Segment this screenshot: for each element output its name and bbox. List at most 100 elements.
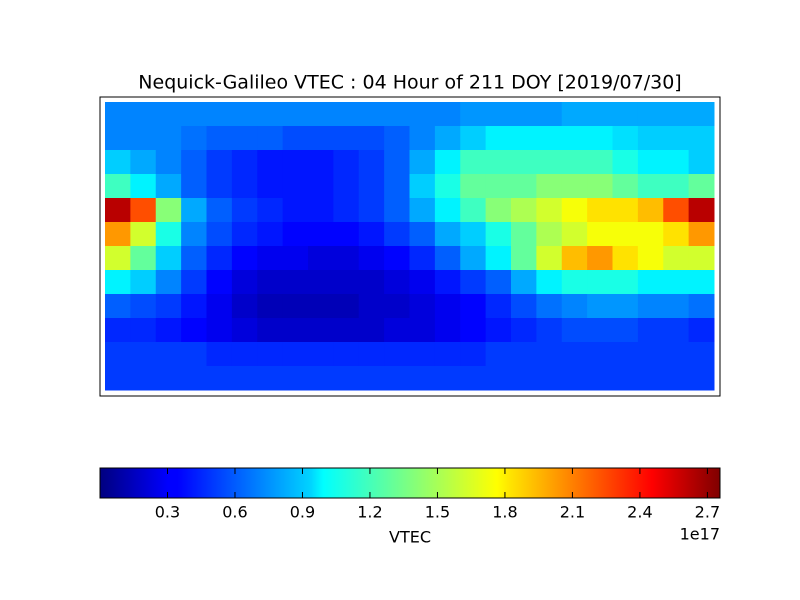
heatmap-cell (460, 318, 487, 343)
heatmap-cell (637, 102, 664, 127)
heatmap-cell (231, 150, 258, 175)
heatmap-cell (409, 222, 436, 247)
heatmap-cell (434, 318, 461, 343)
heatmap-cell (358, 102, 385, 127)
heatmap-cell (485, 150, 512, 175)
heatmap-cell (231, 222, 258, 247)
heatmap-cell (155, 198, 182, 223)
heatmap-cell (536, 366, 563, 391)
heatmap-cell (460, 150, 487, 175)
heatmap-cell (536, 246, 563, 271)
heatmap-cell (333, 222, 360, 247)
heatmap-cell (358, 366, 385, 391)
heatmap-cell (612, 174, 639, 199)
heatmap-cell (333, 198, 360, 223)
heatmap-cell (637, 150, 664, 175)
heatmap-cell (688, 342, 715, 367)
heatmap-cell (308, 222, 334, 247)
heatmap-cell (206, 342, 233, 367)
heatmap-cell (282, 318, 309, 343)
heatmap-cell (409, 318, 436, 343)
heatmap-cell (308, 246, 334, 271)
heatmap-cell (587, 270, 613, 295)
heatmap-cell (130, 102, 157, 127)
heatmap-cell (688, 246, 715, 271)
heatmap-cell (663, 150, 690, 175)
heatmap-cell (130, 246, 157, 271)
heatmap-cell (511, 246, 537, 271)
heatmap-cell (130, 198, 157, 223)
heatmap-cell (181, 150, 207, 175)
heatmap-cell (485, 294, 512, 319)
heatmap-cell (384, 102, 410, 127)
heatmap-cell (206, 126, 233, 151)
heatmap-cell (688, 222, 715, 247)
heatmap-cell (485, 198, 512, 223)
heatmap-cell (130, 222, 157, 247)
colorbar-label: VTEC (389, 528, 431, 547)
heatmap-cell (485, 270, 512, 295)
heatmap-cell (155, 222, 182, 247)
heatmap-cell (511, 198, 537, 223)
heatmap-cell (333, 366, 360, 391)
heatmap-cell (511, 342, 537, 367)
heatmap-cell (206, 366, 233, 391)
heatmap-cell (308, 174, 334, 199)
heatmap-cell (460, 246, 487, 271)
heatmap-cell (181, 294, 207, 319)
heatmap-cell (587, 294, 613, 319)
heatmap-cell (460, 270, 487, 295)
heatmap-cell (434, 150, 461, 175)
heatmap-cell (460, 366, 487, 391)
heatmap-cell (308, 198, 334, 223)
heatmap-cell (308, 270, 334, 295)
heatmap-cell (637, 198, 664, 223)
heatmap-cell (231, 270, 258, 295)
heatmap-cell (358, 318, 385, 343)
heatmap-cell (460, 174, 487, 199)
heatmap-cell (308, 150, 334, 175)
heatmap-cell (511, 294, 537, 319)
heatmap-cell (155, 270, 182, 295)
heatmap-cell (688, 294, 715, 319)
heatmap-cell (257, 174, 284, 199)
heatmap-cell (181, 246, 207, 271)
heatmap (105, 102, 715, 391)
colorbar-offset: 1e17 (680, 525, 720, 544)
heatmap-cell (333, 174, 360, 199)
heatmap-cell (612, 294, 639, 319)
heatmap-cell (105, 222, 131, 247)
heatmap-cell (587, 102, 613, 127)
heatmap-cell (155, 342, 182, 367)
heatmap-cell (308, 102, 334, 127)
heatmap-cell (130, 294, 157, 319)
heatmap-cell (587, 246, 613, 271)
heatmap-cell (358, 342, 385, 367)
colorbar (99, 467, 721, 499)
map-frame (99, 96, 721, 397)
heatmap-cell (181, 318, 207, 343)
heatmap-cell (384, 198, 410, 223)
heatmap-cell (663, 366, 690, 391)
heatmap-cell (561, 150, 588, 175)
heatmap-cell (206, 150, 233, 175)
heatmap-cell (257, 198, 284, 223)
heatmap-cell (434, 102, 461, 127)
heatmap-cell (434, 246, 461, 271)
heatmap-cell (384, 342, 410, 367)
heatmap-cell (536, 126, 563, 151)
heatmap-cell (282, 342, 309, 367)
heatmap-cell (333, 318, 360, 343)
heatmap-cell (282, 222, 309, 247)
heatmap-cell (409, 126, 436, 151)
heatmap-cell (587, 342, 613, 367)
heatmap-cell (257, 342, 284, 367)
heatmap-cell (206, 246, 233, 271)
heatmap-cell (384, 150, 410, 175)
colorbar-ticks: 0.3 0.6 0.9 1.2 1.5 1.8 2.1 2.4 2.7 (155, 468, 720, 522)
heatmap-cell (282, 366, 309, 391)
heatmap-cell (663, 198, 690, 223)
heatmap-cell (612, 246, 639, 271)
heatmap-cell (536, 150, 563, 175)
